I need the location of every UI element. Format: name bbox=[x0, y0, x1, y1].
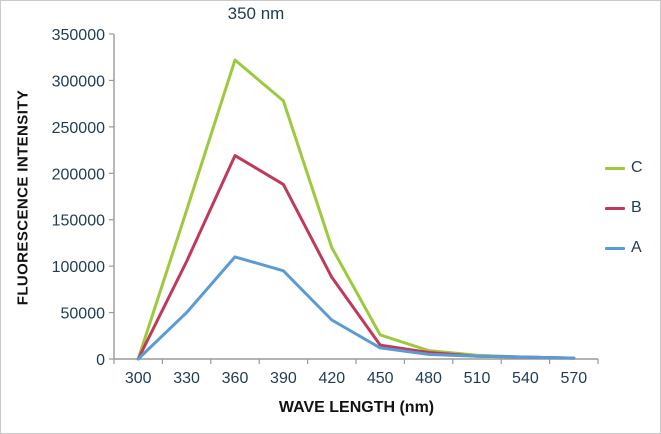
y-tick-label: 50000 bbox=[61, 306, 106, 323]
legend-label-B: B bbox=[631, 199, 642, 216]
legend-swatch-A bbox=[605, 246, 625, 250]
y-tick-label: 350000 bbox=[52, 27, 105, 44]
x-tick-label: 510 bbox=[464, 370, 491, 387]
series-line-A bbox=[136, 255, 576, 361]
x-axis-title: WAVE LENGTH (nm) bbox=[278, 399, 435, 416]
y-tick-label: 100000 bbox=[52, 259, 105, 276]
legend-item-A: A bbox=[605, 239, 643, 257]
x-tick-label: 330 bbox=[173, 370, 200, 387]
x-tick-label: 450 bbox=[367, 370, 394, 387]
y-tick-label: 150000 bbox=[52, 213, 105, 230]
legend-item-C: C bbox=[605, 159, 643, 177]
legend-swatch-C bbox=[605, 166, 625, 170]
x-tick-label: 360 bbox=[222, 370, 249, 387]
legend-item-B: B bbox=[605, 199, 643, 217]
y-tick-label: 0 bbox=[96, 352, 105, 369]
x-tick-label: 420 bbox=[318, 370, 345, 387]
x-tick-label: 480 bbox=[415, 370, 442, 387]
legend-swatch-B bbox=[605, 206, 625, 210]
legend-label-C: C bbox=[631, 159, 643, 176]
chart-legend: C B A bbox=[605, 159, 643, 257]
y-tick-label: 300000 bbox=[52, 73, 105, 90]
x-tick-label: 390 bbox=[270, 370, 297, 387]
y-tick-label: 200000 bbox=[52, 166, 105, 183]
peak-annotation: 350 nm bbox=[227, 4, 285, 23]
y-tick-label: 250000 bbox=[52, 120, 105, 137]
y-axis-title: FLUORESCENCE INTENSITY bbox=[14, 89, 32, 306]
series-line-C bbox=[136, 58, 576, 361]
x-tick-label: 540 bbox=[512, 370, 539, 387]
series-line-B bbox=[136, 154, 576, 361]
x-tick-label: 300 bbox=[125, 370, 152, 387]
legend-label-A: A bbox=[631, 239, 642, 256]
x-tick-label: 570 bbox=[560, 370, 587, 387]
